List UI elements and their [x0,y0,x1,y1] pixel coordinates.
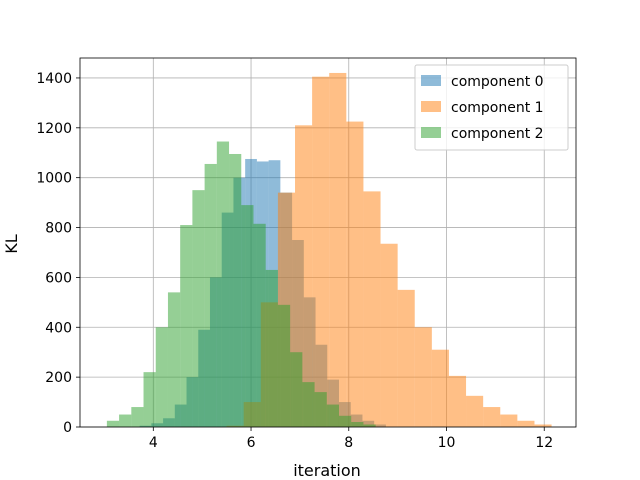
y-tick-label: 1400 [36,71,72,87]
histogram-bar [241,205,254,427]
histogram-bar [363,424,376,427]
histogram-bar [351,422,364,427]
histogram-bar [155,327,168,427]
y-tick-label: 1200 [36,121,72,137]
histogram-bar [312,76,330,427]
histogram-bar [290,352,303,427]
y-tick-label: 1000 [36,171,72,187]
histogram-bar [448,375,467,427]
histogram-bar [229,153,242,427]
histogram-bar [119,414,132,427]
legend-swatch [421,101,441,112]
histogram-bar [265,269,278,427]
histogram-bar [167,292,181,427]
plot-frame [79,57,577,428]
legend-label: component 2 [451,126,544,142]
histogram-bar [106,420,120,427]
x-tick-label: 4 [149,435,158,451]
histogram-bar [216,141,230,427]
histogram-bar [483,407,501,427]
histogram-bar [329,72,347,427]
legend-swatch [421,127,441,138]
histogram-bar [363,191,381,427]
x-tick-label: 8 [344,435,353,451]
histogram-bar [517,420,535,427]
x-axis-label: iteration [293,461,361,480]
histogram-bar [397,289,415,427]
histogram-bar [414,327,432,427]
legend-swatch [421,75,441,86]
legend-label: component 1 [451,100,544,116]
histogram-bar [346,121,364,428]
histogram-bar [253,223,266,427]
histogram-bar [277,304,291,427]
legend-label: component 0 [451,74,544,90]
histogram-bar [143,372,156,427]
histogram-bar [302,382,315,427]
histogram-bar [314,392,327,427]
histogram-bar [204,163,217,428]
x-tick-label: 6 [247,435,256,451]
legend: component 0 component 1 component 2 [414,64,569,151]
y-tick-label: 400 [45,320,72,336]
histogram-bar [380,243,398,427]
y-tick-label: 0 [63,420,72,436]
histogram-bar [466,395,484,427]
legend-box [414,64,569,151]
histogram-bar [295,125,313,427]
y-tick-label: 800 [45,221,72,237]
histogram-bar [180,225,193,427]
histogram-bar [192,190,205,427]
tick-labels: 4 6 8 10 12 0 200 400 600 800 1000 1200 1400 [36,71,553,451]
histogram-bar [338,415,352,427]
histogram-bar [431,349,449,427]
y-tick-label: 200 [45,370,72,386]
series-2-bars [106,141,376,428]
y-tick-label: 600 [45,270,72,286]
histogram-bar [500,414,518,427]
x-tick-label: 12 [535,435,553,451]
histogram-bar [131,407,144,427]
histogram-bar [326,404,339,427]
y-axis-label: KL [2,234,21,253]
x-tick-label: 10 [438,435,456,451]
histogram-bars [106,72,552,428]
axes [76,57,577,431]
histogram-bar [534,424,552,427]
